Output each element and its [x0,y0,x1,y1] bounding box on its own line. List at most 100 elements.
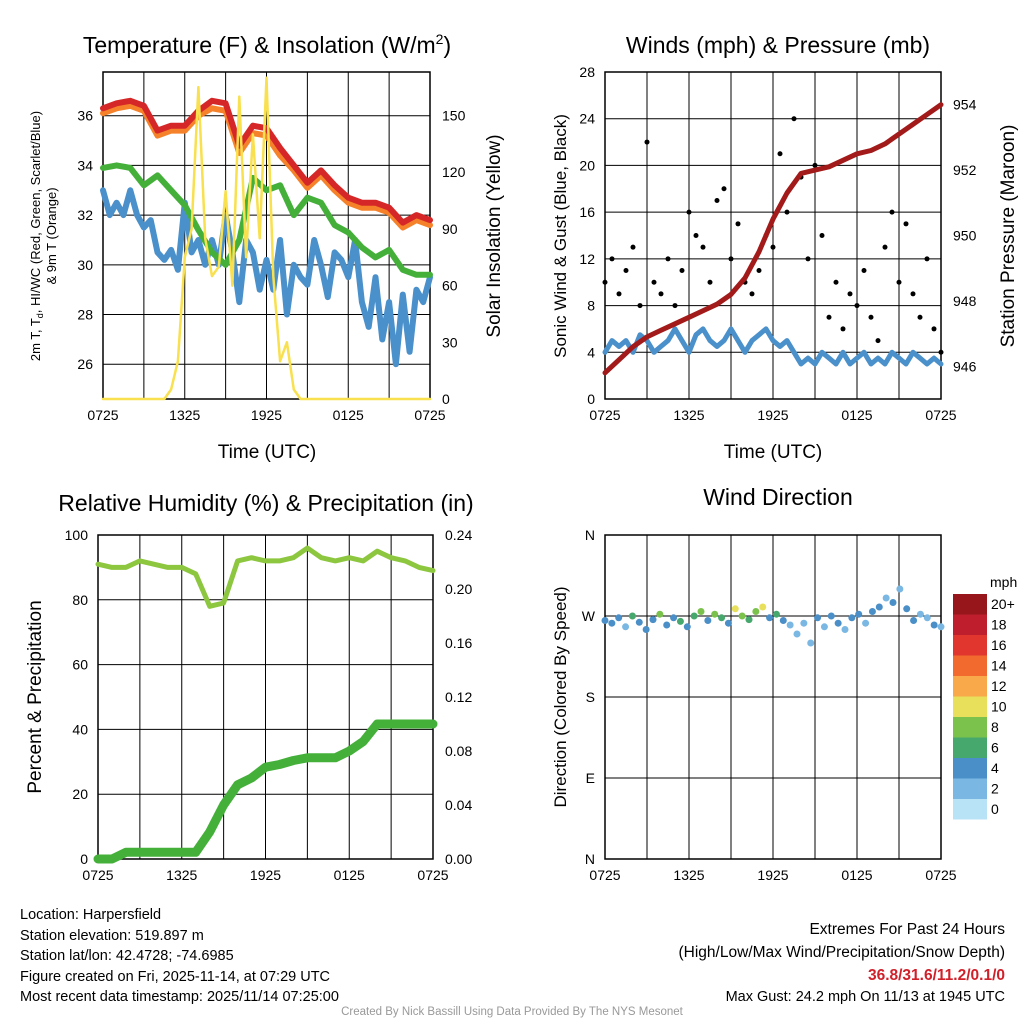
temp-ylabel: 2m T, Td, HI/WC (Red, Green, Scarlet/Blu… [28,111,45,361]
wind-direction-point [820,623,828,631]
extremes: Extremes For Past 24 Hours (High/Low/Max… [679,918,1006,1007]
wind-direction-point [615,614,623,622]
gust-point [910,291,916,297]
wind-direction-point [793,630,801,638]
wind-direction-point [635,618,643,626]
gust-point [805,256,811,262]
wind-direction-point [923,614,931,622]
wind-direction-point [676,617,684,625]
gust-point [812,162,818,168]
insolation-y-tick: 90 [442,221,458,237]
legend-swatch [953,758,987,779]
wind-y-tick: 4 [587,344,595,360]
gust-point [637,303,643,309]
wind-direction-point [724,619,732,627]
series-precipitation [93,719,438,864]
legend-label: 18 [991,617,1007,633]
legend-label: 0 [991,801,999,817]
gust-point [826,314,832,320]
wind-direction-point [903,605,911,613]
wind-direction-point [889,599,897,606]
winds-title: Winds (mph) & Pressure (mb) [626,32,930,58]
legend-swatch [953,676,987,697]
wind-y-tick: 12 [579,251,595,267]
winds-ylabel: Sonic Wind & Gust (Blue, Black) [551,114,570,358]
gust-point [644,139,650,145]
rh-y-tick: 100 [65,527,89,543]
legend-swatch [953,717,987,738]
wind-y-tick: 0 [587,391,595,407]
created-time: Figure created on Fri, 2025-11-14, at 07… [20,968,331,985]
gust-point [896,279,902,285]
wind-direction-point [937,623,945,631]
x-tick-label: 0725 [925,867,956,883]
gust-point [672,303,678,309]
recent-timestamp: Most recent data timestamp: 2025/11/14 0… [20,989,339,1005]
wind-direction-point [601,617,609,624]
gust-point [840,326,846,332]
direction-y-tick: E [586,770,595,786]
gust-point [700,244,706,250]
series-2m-t [100,97,433,226]
direction-y-tick: N [585,527,595,543]
legend-swatch [953,778,987,799]
gust-point [847,291,853,297]
rh-ylabel: Percent & Precipitation [25,600,46,793]
rh-title: Relative Humidity (%) & Precipitation (i… [58,490,473,516]
wind-direction-point [930,621,938,629]
wind-direction-point [800,619,808,627]
precip-y-tick: 0.16 [445,635,472,651]
extremes-values: 36.8/31.6/11.2/0.1/0 [867,967,1005,984]
series-relative-humidity [95,545,436,609]
gust-point [882,244,888,250]
wind-y-tick: 28 [579,64,595,80]
wind-y-tick: 24 [579,111,595,127]
precip-y-tick: 0.00 [445,851,472,867]
wind-direction-point [772,610,780,618]
gust-point [854,303,860,309]
rh-y-tick: 20 [72,786,88,802]
temp-y-tick: 28 [77,307,93,323]
x-tick-label: 0125 [334,867,365,883]
precip-y-tick: 0.04 [445,797,472,813]
wind-direction-point [731,605,739,613]
pressure-y-tick: 946 [953,358,977,374]
temp-y-tick: 26 [77,356,93,372]
pressure-y-tick: 950 [953,228,977,244]
winds-xlabel: Time (UTC) [724,442,823,463]
gust-point [861,268,867,274]
temp-y-tick: 30 [77,257,93,273]
elevation: Station elevation: 519.897 m [20,927,204,944]
gust-point [777,151,783,157]
wind-direction-point [807,639,815,647]
insolation-y-tick: 120 [442,164,466,180]
gust-point [609,256,615,262]
series-9m-t [100,102,433,231]
wind-y-tick: 8 [587,298,595,314]
wind-direction-point [656,610,664,618]
gust-point [658,291,664,297]
legend-label: 20+ [991,596,1015,612]
x-tick-label: 0125 [841,407,872,423]
gust-point [714,197,720,203]
temp-xlabel: Time (UTC) [218,442,317,463]
legend-title: mph [990,574,1017,590]
gust-point [784,209,790,215]
gust-point [903,221,909,227]
gust-point [693,233,699,238]
wind-direction-point [916,610,924,618]
gust-point [917,314,923,320]
wind-direction-point [786,621,794,629]
wind-direction-point [875,603,883,611]
series-dewpoint [100,162,433,278]
legend-swatch [953,614,987,635]
winddir-ylabel: Direction (Colored By Speed) [551,586,570,807]
wind-direction-point [766,614,774,622]
wind-y-tick: 20 [579,157,595,173]
x-tick-label: 0725 [417,867,448,883]
wind-direction-point [670,614,678,622]
wind-direction-point [855,610,863,618]
temp-y-tick: 36 [77,108,93,124]
gust-point [686,209,692,215]
legend-swatch [953,655,987,676]
